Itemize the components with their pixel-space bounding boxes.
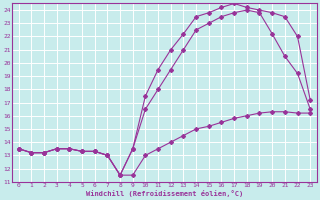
X-axis label: Windchill (Refroidissement éolien,°C): Windchill (Refroidissement éolien,°C) bbox=[86, 190, 243, 197]
